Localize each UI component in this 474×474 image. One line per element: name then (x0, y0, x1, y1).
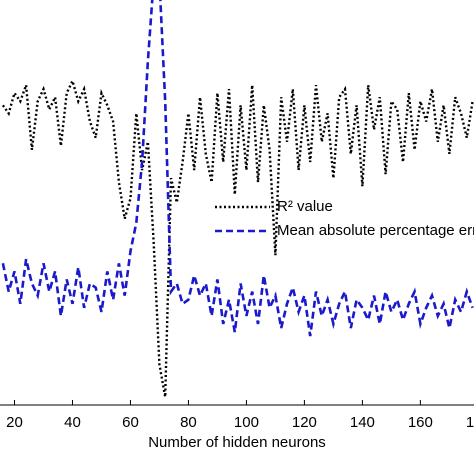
legend-label: Mean absolute percentage error (277, 222, 474, 239)
x-tick-label: 160 (408, 414, 433, 431)
series-line (1, 0, 474, 337)
x-tick-label: 140 (350, 414, 375, 431)
x-tick-label: 60 (122, 414, 139, 431)
legend-label: R² value (277, 198, 333, 215)
x-tick-label: 180 (466, 414, 474, 431)
x-tick-label: 120 (292, 414, 317, 431)
x-tick-label: 20 (6, 414, 23, 431)
x-axis-label: Number of hidden neurons (148, 434, 326, 451)
x-tick-label: 80 (180, 414, 197, 431)
x-tick-label: 100 (234, 414, 259, 431)
x-tick-label: 40 (64, 414, 81, 431)
